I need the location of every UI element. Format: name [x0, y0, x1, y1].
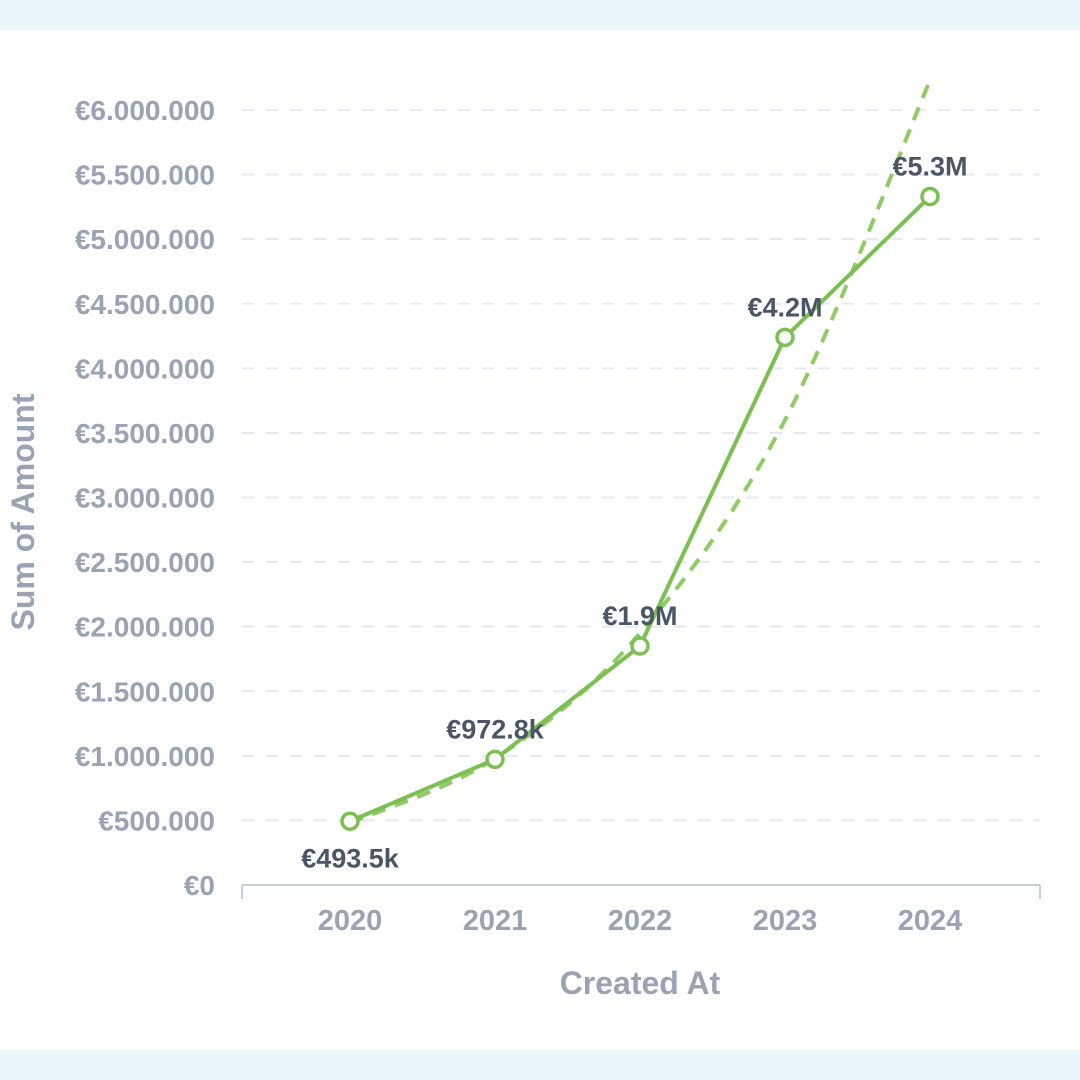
x-tick-label: 2022 — [608, 905, 673, 937]
y-tick-label: €1.500.000 — [75, 676, 215, 707]
y-axis-title: Sum of Amount — [5, 393, 41, 630]
data-point[interactable] — [340, 811, 360, 832]
y-tick-label: €3.000.000 — [75, 483, 215, 514]
y-tick-label: €4.500.000 — [75, 289, 215, 320]
data-point[interactable] — [920, 186, 940, 207]
grid-lines — [242, 109, 1040, 822]
data-point[interactable] — [485, 749, 505, 770]
x-tick-label: 2020 — [318, 905, 383, 937]
y-tick-label: €4.000.000 — [75, 353, 215, 384]
data-label: €972.8k — [446, 714, 545, 744]
y-tick-label: €5.000.000 — [75, 224, 215, 255]
chart-card: €0 €500.000 €1.000.000 €1.500.000 €2.000.000… — [0, 30, 1080, 1050]
y-axis-ticks: €0 €500.000 €1.000.000 €1.500.000 €2.000.000… — [75, 95, 215, 901]
x-tick-label: 2021 — [463, 905, 528, 937]
series-amount — [340, 186, 940, 832]
x-axis-ticks: 2020 2021 2022 2023 2024 — [318, 905, 963, 937]
y-tick-label: €2.500.000 — [75, 547, 215, 578]
data-labels: €493.5k €972.8k €1.9M €4.2M €5.3M — [301, 152, 967, 874]
line-chart: €0 €500.000 €1.000.000 €1.500.000 €2.000.000… — [5, 79, 1041, 1001]
data-label: €493.5k — [301, 843, 400, 873]
y-tick-label: €3.500.000 — [75, 418, 215, 449]
data-label: €5.3M — [892, 152, 967, 182]
y-tick-label: €6.000.000 — [75, 95, 215, 126]
trendline-path — [349, 79, 932, 825]
data-label: €4.2M — [747, 292, 822, 322]
data-label: €1.9M — [602, 601, 677, 631]
trendline — [349, 79, 932, 825]
data-point[interactable] — [630, 636, 650, 656]
x-tick-label: 2023 — [753, 905, 818, 937]
axes — [241, 884, 1041, 899]
y-tick-label: €5.500.000 — [75, 160, 215, 191]
x-tick-label: 2024 — [898, 905, 963, 937]
data-point[interactable] — [775, 327, 795, 348]
y-tick-label: €2.000.000 — [75, 612, 215, 643]
y-tick-label: €500.000 — [98, 805, 215, 836]
y-tick-label: €0 — [184, 870, 215, 901]
x-axis-title: Created At — [560, 965, 721, 1001]
y-tick-label: €1.000.000 — [75, 741, 215, 772]
